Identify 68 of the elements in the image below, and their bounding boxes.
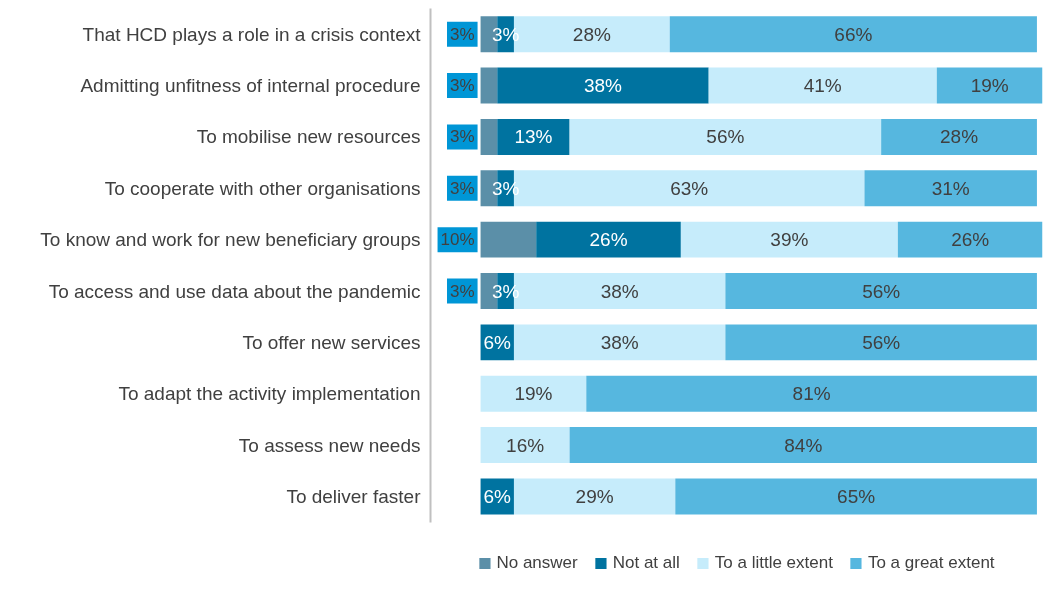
bar [725, 273, 1037, 309]
data-label: 16% [506, 434, 545, 456]
y-tick-label: To mobilise new resources [196, 126, 421, 148]
data-label: 3% [450, 178, 475, 198]
bar [480, 67, 498, 104]
data-label: 3% [450, 76, 475, 96]
y-tick-label: To cooperate with other organisations [104, 177, 421, 199]
y-tick-label: Admitting unfitness of internal procedure [80, 75, 421, 97]
data-label: 6% [483, 485, 512, 507]
bar [480, 427, 570, 464]
bar [513, 478, 676, 515]
data-label: 66% [834, 23, 873, 45]
bar [536, 221, 681, 258]
data-label: 6% [483, 331, 512, 353]
bar [864, 170, 1037, 207]
bar [497, 118, 570, 155]
data-label: 56% [706, 126, 745, 148]
bar [480, 221, 537, 258]
data-label: 26% [589, 229, 628, 251]
data-label: 38% [600, 331, 639, 353]
data-label: 3% [450, 24, 475, 44]
bar [586, 375, 1037, 412]
bar [480, 375, 587, 412]
data-label: 84% [784, 434, 823, 456]
data-label: 63% [670, 177, 709, 199]
y-tick-label: That HCD plays a role in a crisis context [82, 23, 422, 45]
bar [680, 221, 898, 258]
data-label: 38% [600, 280, 639, 302]
data-label: 3% [450, 281, 475, 301]
bar [497, 67, 709, 104]
y-tick-label: To access and use data about the pandemic [48, 280, 421, 302]
bar [669, 16, 1037, 53]
data-label: 3% [450, 127, 475, 147]
data-label: 10% [440, 230, 475, 250]
y-tick-label: To know and work for new beneficiary groups [40, 229, 421, 251]
data-label: 41% [803, 75, 842, 97]
data-label: 39% [770, 229, 809, 251]
data-label: 19% [514, 383, 553, 405]
bar [480, 118, 498, 155]
bar [881, 118, 1037, 155]
y-tick-label: To deliver faster [286, 485, 422, 507]
bar [725, 324, 1037, 361]
data-label: 38% [583, 75, 623, 97]
data-label: 26% [951, 229, 990, 251]
bar [569, 427, 1037, 464]
data-label: 65% [837, 485, 876, 507]
bar [675, 478, 1037, 515]
data-label: 56% [862, 331, 901, 353]
bar [513, 324, 726, 361]
y-tick-label: To adapt the activity implementation [118, 383, 421, 405]
data-label: 81% [792, 383, 831, 405]
legend-label: To a great extent [867, 553, 995, 573]
bar [936, 67, 1043, 104]
data-label: 56% [862, 280, 901, 302]
bar [897, 221, 1043, 258]
y-tick-label: To offer new services [242, 331, 421, 353]
legend-label: Not at all [612, 553, 680, 573]
data-label: 31% [931, 177, 970, 199]
data-label: 13% [514, 126, 553, 148]
data-label: 29% [575, 485, 614, 507]
legend-label: To a little extent [714, 553, 833, 573]
legend-label: No answer [496, 553, 578, 573]
data-label: 19% [970, 75, 1009, 97]
data-label: 28% [940, 126, 979, 148]
bar [569, 118, 882, 155]
y-tick-label: To assess new needs [238, 434, 421, 456]
bar [708, 67, 937, 104]
data-label: 28% [572, 23, 611, 45]
